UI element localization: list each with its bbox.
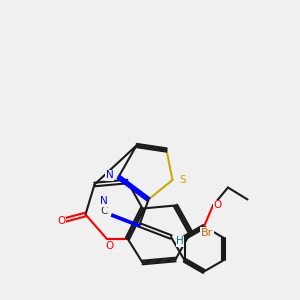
- Text: S: S: [180, 175, 186, 185]
- Text: O: O: [57, 215, 66, 226]
- Text: C: C: [100, 206, 108, 217]
- Text: O: O: [105, 241, 114, 251]
- Text: O: O: [213, 200, 222, 211]
- Text: N: N: [106, 170, 113, 181]
- Text: H: H: [176, 236, 184, 247]
- Text: N: N: [100, 196, 108, 206]
- Text: Br: Br: [201, 227, 213, 238]
